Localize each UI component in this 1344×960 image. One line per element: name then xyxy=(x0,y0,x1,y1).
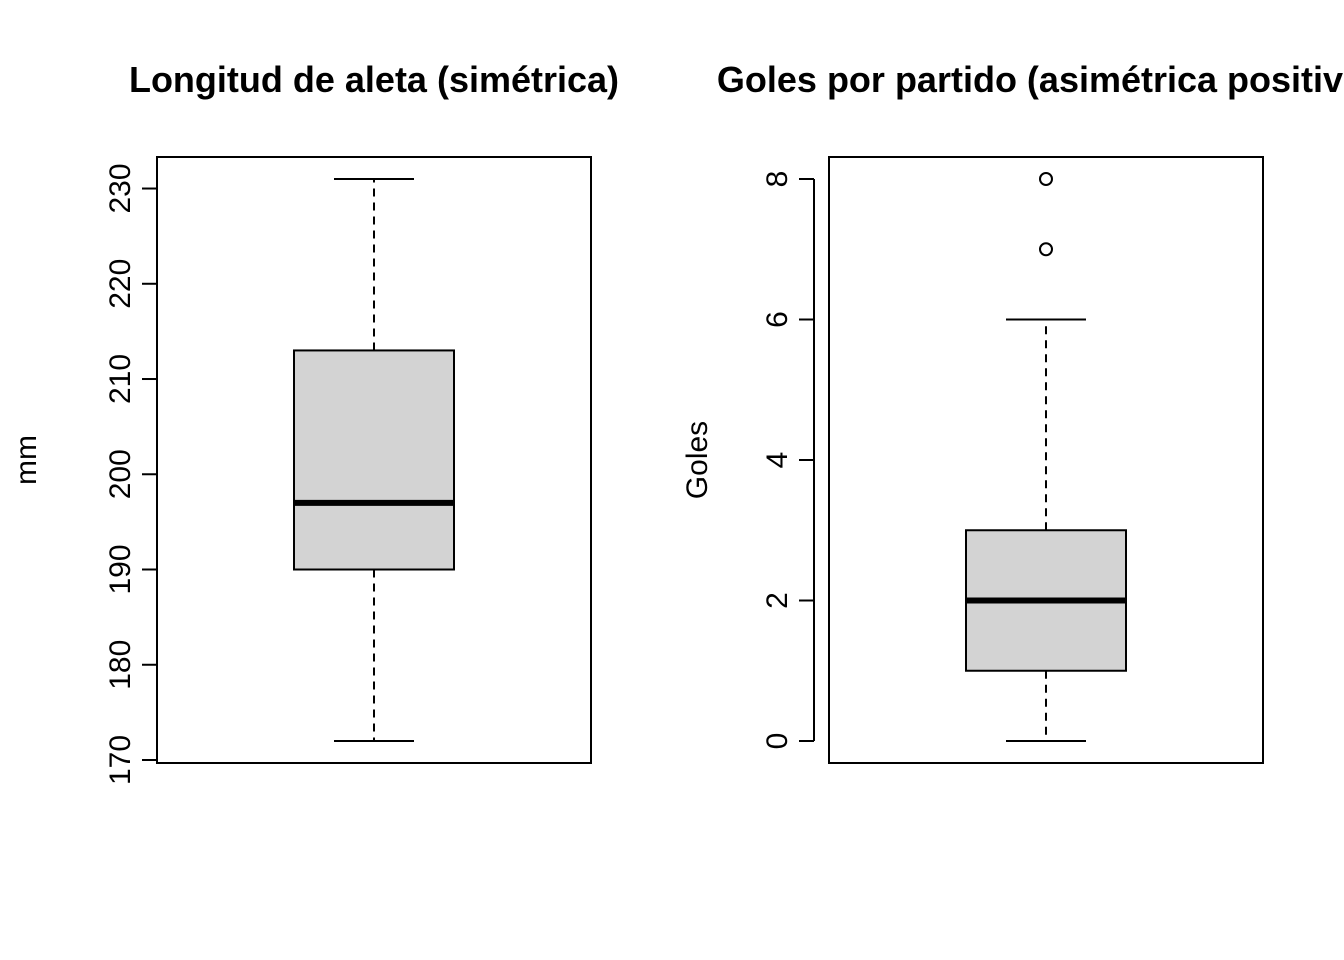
boxplot-panel-aleta: Longitud de aleta (simétrica) mm 1701801… xyxy=(10,59,619,785)
chart-title: Longitud de aleta (simétrica) xyxy=(129,59,619,100)
y-tick-label: 210 xyxy=(104,354,137,404)
box-group xyxy=(293,178,455,742)
y-axis-label: mm xyxy=(10,435,43,485)
y-tick-label: 0 xyxy=(761,733,794,750)
outlier-point xyxy=(1039,242,1053,257)
y-axis: 170 180 190 200 210 220 230 xyxy=(104,163,158,785)
y-tick-label: 4 xyxy=(761,452,794,469)
y-tick-label: 230 xyxy=(104,163,137,213)
y-tick-label: 220 xyxy=(104,259,137,309)
y-tick-label: 180 xyxy=(104,640,137,690)
y-tick-label: 6 xyxy=(761,311,794,328)
boxplot-panel-goles: Goles por partido (asimétrica positiva) … xyxy=(681,59,1344,764)
chart-title: Goles por partido (asimétrica positiva) xyxy=(717,59,1344,100)
y-tick-label: 2 xyxy=(761,592,794,609)
y-tick-label: 190 xyxy=(104,544,137,594)
outlier-point xyxy=(1039,172,1053,186)
y-tick-label: 8 xyxy=(761,171,794,188)
y-axis-label: Goles xyxy=(681,421,714,499)
box-group xyxy=(965,172,1127,742)
plot-frame xyxy=(828,156,1264,764)
y-tick-label: 200 xyxy=(104,449,137,499)
iqr-box xyxy=(293,349,455,571)
y-axis: 0 2 4 6 8 xyxy=(761,171,815,750)
y-tick-label: 170 xyxy=(104,735,137,785)
